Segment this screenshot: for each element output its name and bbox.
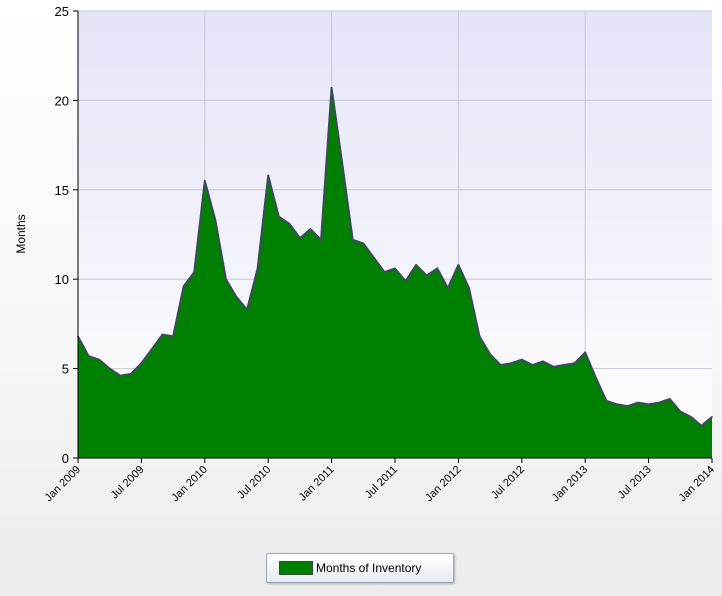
data-point — [436, 267, 439, 270]
legend: Months of Inventory — [266, 553, 454, 583]
data-point — [214, 219, 217, 221]
data-point — [478, 335, 481, 338]
data-point — [447, 287, 449, 289]
data-point — [711, 416, 713, 418]
data-point — [161, 333, 164, 336]
data-point — [98, 358, 100, 361]
data-point — [256, 267, 259, 270]
data-point — [373, 256, 375, 259]
x-tick-label: Jan 2010 — [169, 464, 209, 504]
data-point — [277, 215, 280, 218]
data-point — [415, 264, 417, 266]
x-tick-label: Jan 2013 — [550, 464, 590, 504]
x-tick-label: Jul 2012 — [489, 464, 527, 502]
data-point — [309, 228, 312, 230]
data-point — [246, 308, 248, 311]
data-point — [637, 401, 639, 404]
data-point — [108, 367, 111, 370]
data-point — [584, 351, 586, 354]
x-tick-label: Jan 2012 — [423, 464, 463, 504]
x-tick-label: Jan 2011 — [297, 464, 337, 504]
x-tick-label: Jan 2014 — [677, 464, 717, 504]
data-point — [542, 360, 544, 363]
data-point — [700, 425, 703, 427]
data-point — [626, 405, 629, 407]
data-point — [204, 180, 206, 182]
legend-swatch — [279, 561, 313, 575]
data-point — [299, 237, 301, 239]
data-point — [182, 285, 185, 288]
data-point — [320, 239, 322, 241]
y-tick-label: 10 — [55, 272, 69, 287]
x-tick-label: Jul 2009 — [109, 464, 147, 502]
data-point — [616, 403, 618, 406]
data-point — [594, 376, 597, 379]
y-tick-label: 20 — [55, 93, 69, 108]
data-point — [351, 239, 354, 241]
data-point — [658, 401, 660, 404]
data-point — [605, 399, 608, 402]
data-point — [668, 398, 671, 400]
data-point — [690, 416, 692, 418]
data-point — [563, 364, 565, 366]
data-point — [362, 242, 365, 245]
data-point — [288, 222, 291, 225]
data-point — [404, 280, 407, 282]
x-tick-label: Jul 2011 — [363, 464, 400, 501]
y-tick-label: 15 — [55, 183, 69, 198]
legend-label: Months of Inventory — [316, 561, 422, 575]
y-tick-label: 0 — [62, 451, 69, 466]
data-point — [552, 366, 555, 368]
data-point — [341, 162, 343, 164]
data-point — [225, 278, 227, 281]
data-point — [330, 87, 333, 89]
data-point — [193, 271, 196, 273]
y-tick-label: 25 — [55, 4, 69, 19]
data-point — [87, 355, 90, 357]
data-point — [457, 264, 460, 266]
data-point — [140, 362, 143, 365]
data-point — [647, 403, 650, 406]
series-layer — [77, 86, 713, 458]
x-tick-label: Jul 2013 — [616, 464, 654, 502]
x-tick-label: Jul 2010 — [235, 464, 273, 502]
data-point — [425, 274, 428, 277]
data-point — [573, 362, 576, 365]
data-point — [499, 364, 502, 366]
data-point — [489, 353, 491, 356]
data-point — [510, 362, 513, 365]
data-point — [235, 296, 238, 298]
data-point — [679, 410, 682, 413]
data-point — [172, 335, 174, 338]
data-point — [151, 348, 153, 350]
data-point — [119, 374, 122, 377]
data-point — [267, 174, 270, 177]
data-point — [521, 358, 523, 361]
data-point — [130, 373, 132, 375]
data-point — [394, 267, 396, 270]
y-tick-label: 5 — [62, 362, 69, 377]
data-point — [468, 287, 470, 289]
data-point — [531, 364, 534, 366]
x-tick-label: Jan 2009 — [43, 464, 83, 504]
y-axis-title: Months — [14, 214, 28, 253]
series-area-months-of-inventory — [78, 87, 712, 458]
data-point — [383, 271, 386, 273]
